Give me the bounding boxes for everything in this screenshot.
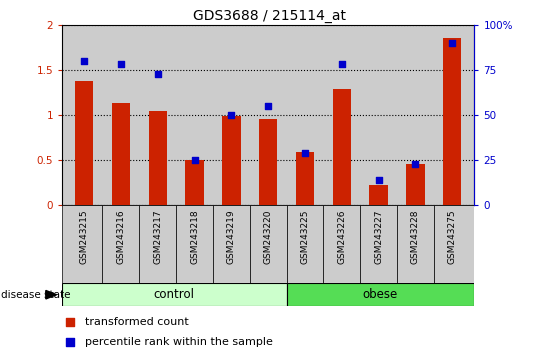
Text: GDS3688 / 215114_at: GDS3688 / 215114_at (193, 9, 346, 23)
Text: GSM243218: GSM243218 (190, 209, 199, 264)
Point (374, 177, 383, 183)
Text: GSM243275: GSM243275 (448, 209, 457, 264)
Point (116, 62, 125, 67)
Bar (296, 152, 314, 205)
Bar (75, 81, 93, 205)
Point (301, 150, 309, 156)
Bar (397, 205, 434, 283)
Bar (287, 283, 474, 306)
Bar (176, 205, 213, 283)
Text: GSM243220: GSM243220 (264, 209, 273, 264)
Point (227, 112, 236, 118)
Bar (369, 185, 388, 205)
Point (448, 40, 457, 46)
Text: GSM243226: GSM243226 (337, 209, 346, 264)
Point (190, 157, 199, 163)
Bar (139, 205, 176, 283)
Bar (149, 112, 167, 205)
Point (411, 161, 420, 167)
Bar (333, 89, 351, 205)
Point (264, 103, 273, 109)
Text: GSM243227: GSM243227 (374, 209, 383, 264)
Point (154, 71, 162, 76)
Point (66, 319, 74, 325)
Text: GSM243215: GSM243215 (80, 209, 88, 264)
Text: GSM243219: GSM243219 (227, 209, 236, 264)
Text: GSM243225: GSM243225 (300, 209, 309, 264)
Bar (406, 164, 425, 205)
Bar (443, 38, 461, 205)
Point (337, 62, 346, 67)
Text: GSM243228: GSM243228 (411, 209, 420, 264)
Bar (323, 205, 360, 283)
Bar (250, 205, 287, 283)
Bar (185, 160, 204, 205)
Bar (62, 283, 287, 306)
Bar (213, 205, 250, 283)
Bar (287, 205, 323, 283)
Point (66, 339, 74, 344)
Text: disease state: disease state (1, 290, 71, 300)
Text: transformed count: transformed count (85, 316, 189, 327)
Bar (112, 103, 130, 205)
Point (80, 58, 88, 64)
Bar (102, 205, 139, 283)
Bar (434, 205, 474, 283)
Bar (62, 205, 102, 283)
Text: percentile rank within the sample: percentile rank within the sample (85, 337, 273, 347)
Bar (360, 205, 397, 283)
Text: control: control (154, 288, 195, 301)
Text: GSM243216: GSM243216 (116, 209, 126, 264)
Text: obese: obese (363, 288, 398, 301)
Text: GSM243217: GSM243217 (153, 209, 162, 264)
Bar (222, 116, 240, 205)
Bar (259, 119, 278, 205)
